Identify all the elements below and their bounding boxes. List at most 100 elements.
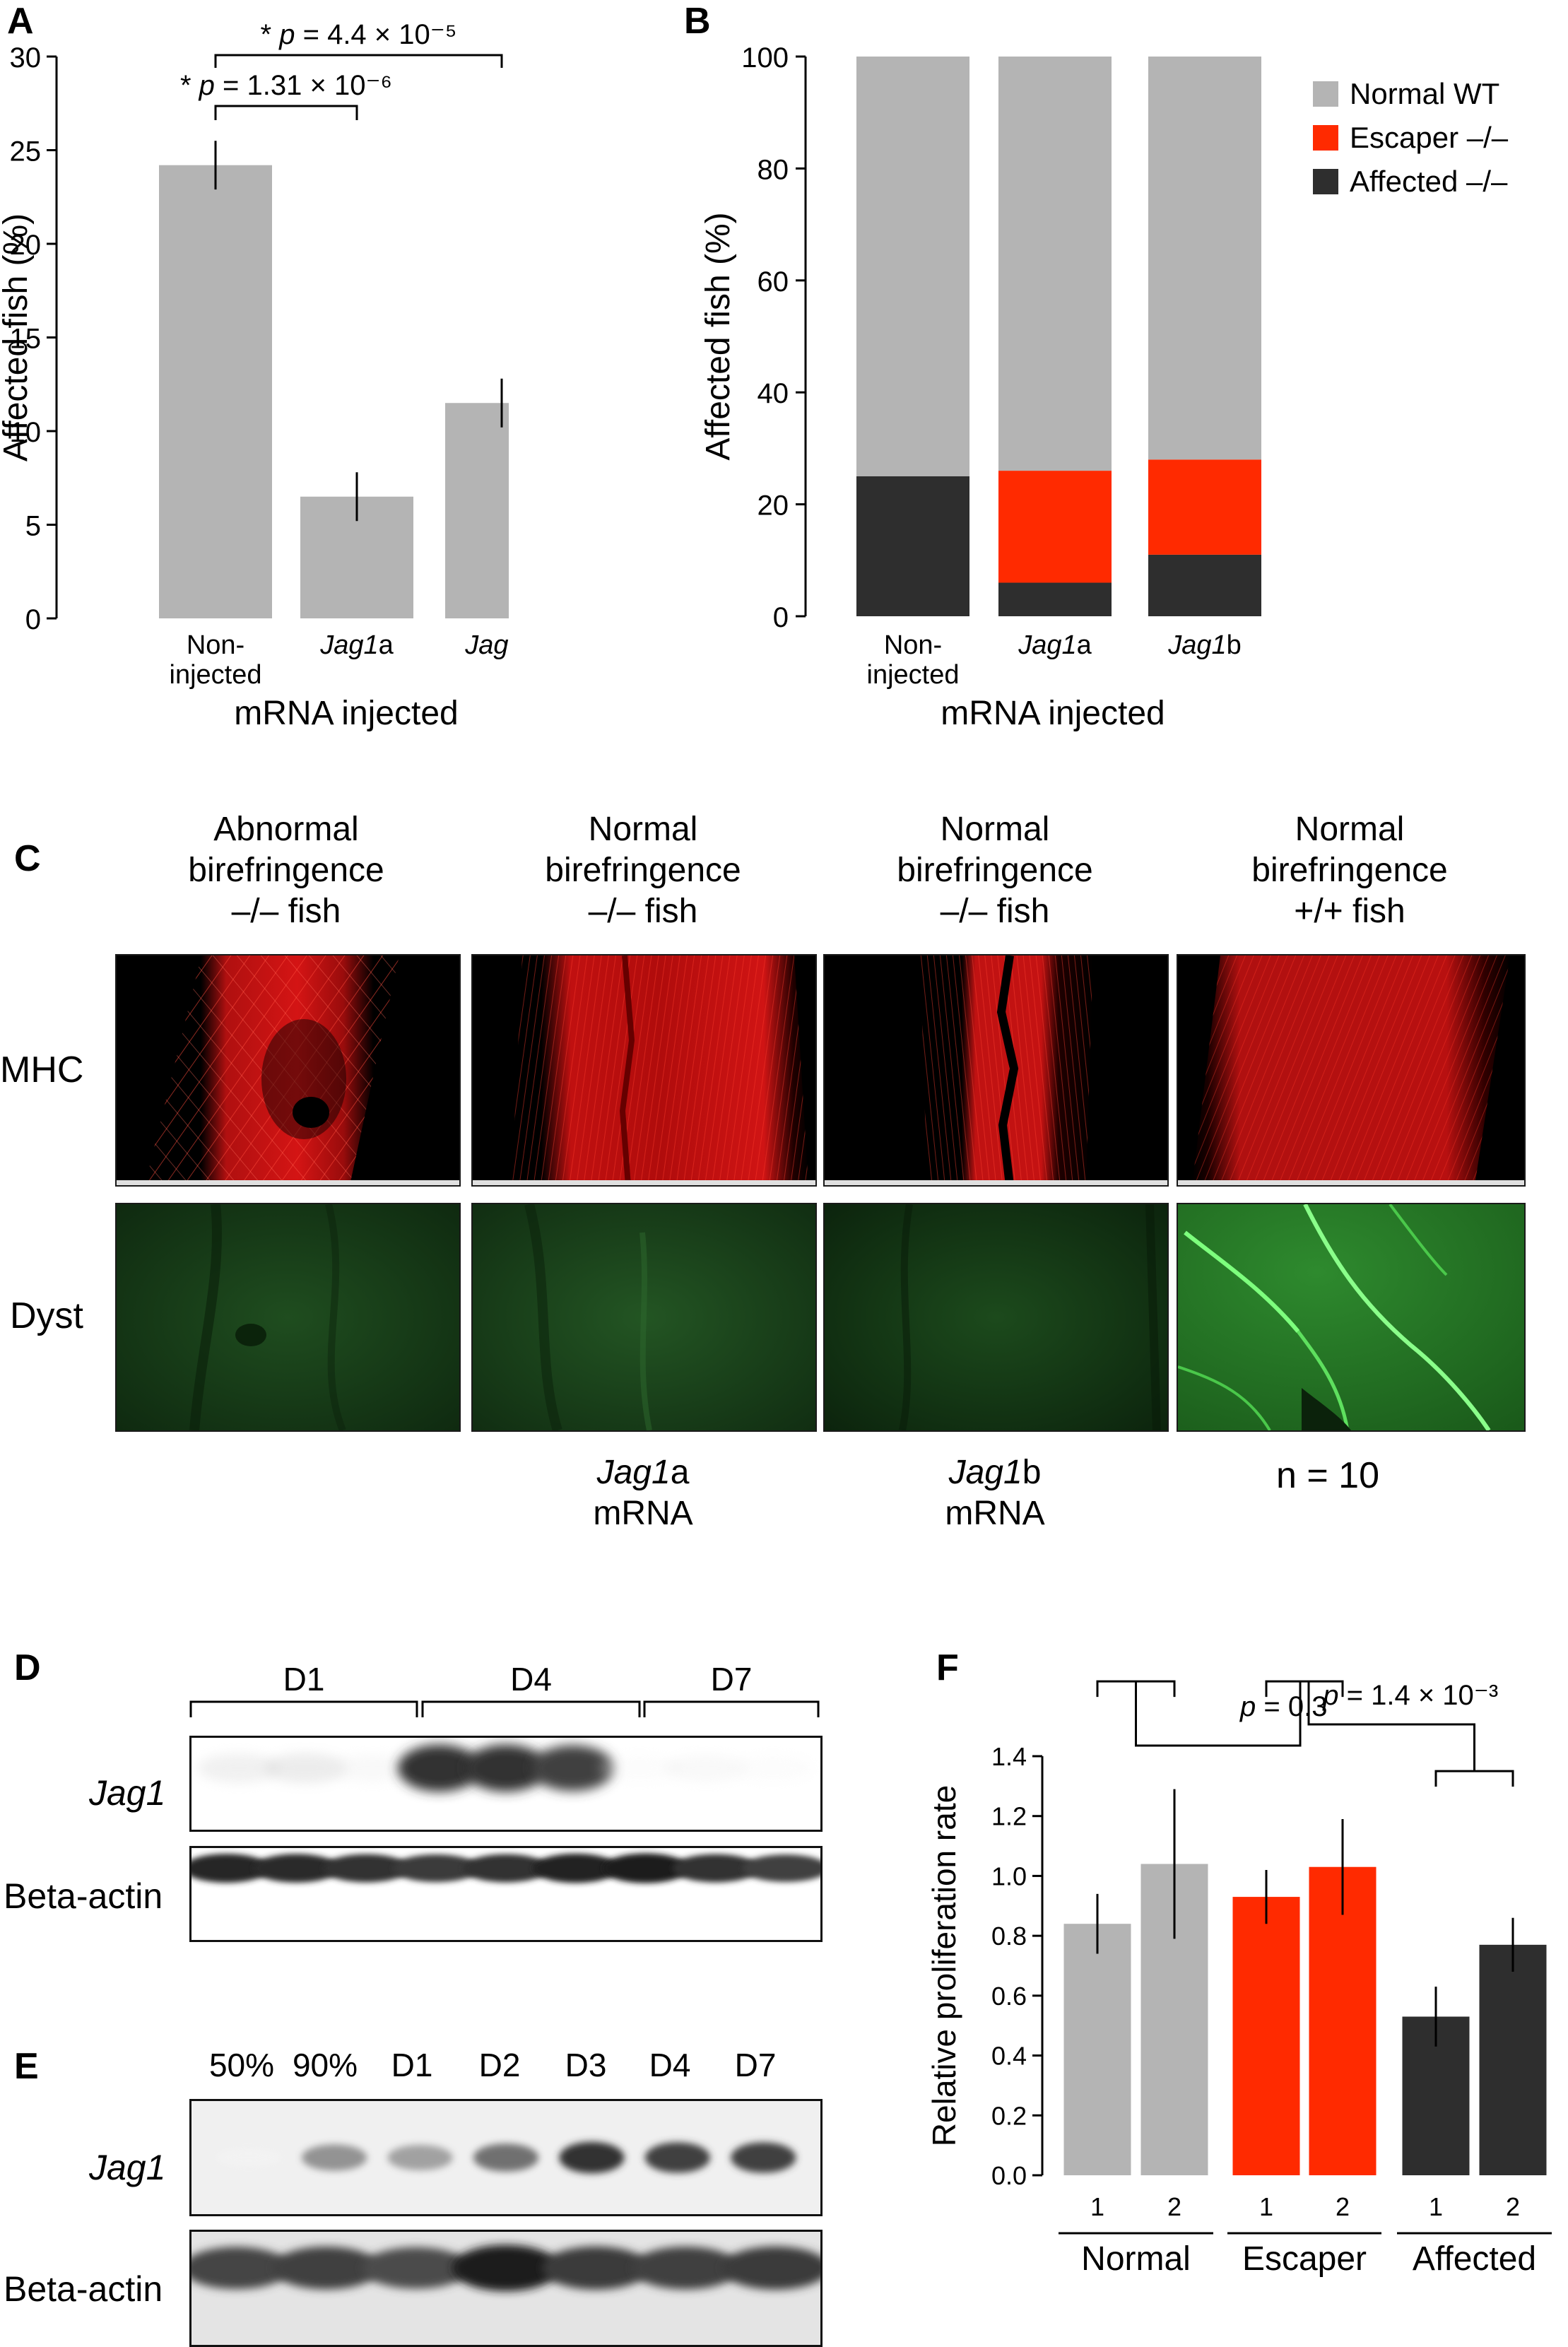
stacked-bar-b [1148, 57, 1261, 460]
lane-label-e: D3 [565, 2047, 607, 2083]
blot-band [721, 2246, 820, 2290]
ytick-label-b: 20 [758, 490, 789, 522]
column-title-line: Normal [940, 811, 1050, 848]
category-label-b: Jag1a [1018, 630, 1092, 660]
blot-band [191, 2247, 290, 2290]
category-label-f: 2 [1167, 2192, 1181, 2221]
blot-band [253, 1854, 340, 1883]
ytick-label-b: 60 [758, 266, 789, 298]
category-label-f: 1 [1429, 2192, 1443, 2221]
column-title-line: –/– fish [588, 893, 698, 930]
ytick-label-f: 0.0 [991, 2161, 1027, 2190]
legend-swatch-b [1313, 169, 1338, 194]
category-label-f: 2 [1336, 2192, 1350, 2221]
significance-label-f: p = 0.3 [1239, 1691, 1327, 1722]
micrograph-mhc-jag1b [823, 954, 1169, 1187]
blot-band [541, 2246, 650, 2290]
blot-band [464, 1744, 548, 1792]
blot-band [387, 2145, 453, 2170]
lane-label-e: D2 [478, 2047, 521, 2083]
blot-band [602, 1853, 690, 1883]
blot-band [392, 1854, 480, 1883]
lane-label-e: 50% [208, 2047, 275, 2083]
column-title-line: birefringence [897, 852, 1093, 889]
ytick-label-f: 1.0 [991, 1861, 1027, 1890]
stacked-bar-b [998, 57, 1112, 471]
column-title-line: birefringence [188, 852, 384, 889]
significance-bracket-a [214, 54, 503, 68]
lane-label-e: D4 [649, 2047, 691, 2083]
category-label-a: Jag1a [319, 630, 394, 660]
blot-band [331, 1754, 414, 1782]
ytick-label-f: 0.2 [991, 2101, 1027, 2130]
category-label-f: 1 [1090, 2192, 1104, 2221]
ytick-label-a: 15 [10, 324, 42, 355]
bar-f [1479, 1944, 1547, 2175]
significance-bracket-f [1135, 1681, 1302, 1747]
bar-a [445, 403, 509, 618]
group-bracket-d [643, 1700, 820, 1717]
column-title: Normal birefringence –/– fish [825, 809, 1165, 932]
bar-a [159, 165, 272, 618]
column-title-line: Normal [1295, 811, 1405, 848]
stacked-bar-b [856, 57, 969, 476]
panel-label-d: D [14, 1647, 41, 1688]
blot-band [362, 2247, 471, 2289]
ytick-label-a: 25 [10, 136, 42, 167]
blot-band [272, 2246, 380, 2290]
xlabel-a: mRNA injected [234, 695, 458, 732]
blot-d-jag1-label: Jag1 [89, 1773, 166, 1813]
micrograph-mhc-wt [1177, 954, 1526, 1187]
group-label-d: D4 [510, 1661, 552, 1698]
blot-band [731, 2142, 796, 2173]
micrograph-dyst-abnormal [115, 1203, 461, 1432]
blot-band [473, 2143, 539, 2172]
panel-label-a: A [7, 1, 34, 42]
category-label-f: 2 [1506, 2192, 1520, 2221]
blot-band [216, 2148, 281, 2167]
blot-band [598, 1755, 681, 1782]
blot-band [672, 1854, 759, 1883]
chart-a: 0 5 10 15 20 25 30 Affected fish (%) Non-injecte… [0, 19, 509, 732]
column-title: Abnormal birefringence –/– fish [117, 809, 456, 932]
ytick-label-f: 1.4 [991, 1742, 1027, 1771]
panel-label-e: E [14, 2046, 39, 2087]
blot-d-actin [189, 1846, 823, 1942]
group-bracket-f [1265, 1680, 1344, 1698]
group-label-d: D7 [711, 1661, 753, 1698]
blot-d-jag1 [189, 1736, 823, 1832]
blot-band [559, 2141, 625, 2174]
blot-e-jag1 [189, 2099, 823, 2216]
ytick-label-f: 0.4 [991, 2042, 1027, 2071]
ytick-label-a: 0 [25, 604, 41, 635]
ylabel-f: Relative proliferation rate [926, 1785, 962, 2146]
legend-swatch-b [1313, 125, 1338, 151]
blot-d-actin-label: Beta-actin [4, 1876, 163, 1916]
column-title-line: Abnormal [213, 811, 359, 848]
ytick-label-a: 30 [10, 42, 42, 73]
ylabel-a: Affected fish (%) [0, 213, 35, 461]
group-bracket-d [189, 1700, 418, 1717]
significance-bracket-f [1307, 1681, 1475, 1772]
significance-bracket-a [214, 105, 358, 120]
chart-f: 0.0 0.2 0.4 0.6 0.8 1.0 1.2 1.4 Relative prolife… [926, 1680, 1552, 2278]
category-label-b: injected [867, 660, 960, 690]
chart-b: 0 20 40 60 80 100 Affected fish (%) Non-injecte… [700, 42, 1509, 732]
blot-band [632, 2246, 740, 2290]
bar-f [1309, 1866, 1377, 2175]
ytick-label-f: 0.8 [991, 1922, 1027, 1951]
blot-band [462, 1854, 550, 1883]
ytick-label-b: 80 [758, 154, 789, 185]
column-caption-line: Jag1b [948, 1454, 1042, 1491]
row-label-mhc: MHC [0, 1049, 84, 1090]
legend-label-b: Normal WT [1350, 77, 1499, 110]
blot-band [664, 1754, 748, 1782]
row-label-dyst: Dyst [10, 1295, 83, 1336]
group-label-f: Normal [1081, 2240, 1191, 2278]
column-caption-line: Jag1a [596, 1454, 690, 1491]
column-title-line: +/+ fish [1294, 893, 1405, 930]
lane-label-e: D1 [391, 2047, 433, 2083]
category-label-f: 1 [1259, 2192, 1273, 2221]
micrograph-dyst-jag1a [471, 1203, 817, 1432]
stacked-bar-b [998, 582, 1112, 616]
